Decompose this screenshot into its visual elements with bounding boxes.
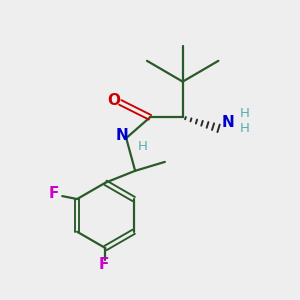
Text: N: N [221, 115, 234, 130]
Text: O: O [107, 93, 120, 108]
Text: N: N [116, 128, 128, 143]
Text: F: F [99, 257, 109, 272]
Text: H: H [240, 107, 250, 120]
Text: F: F [49, 186, 59, 201]
Text: H: H [240, 122, 250, 135]
Text: H: H [138, 140, 148, 153]
